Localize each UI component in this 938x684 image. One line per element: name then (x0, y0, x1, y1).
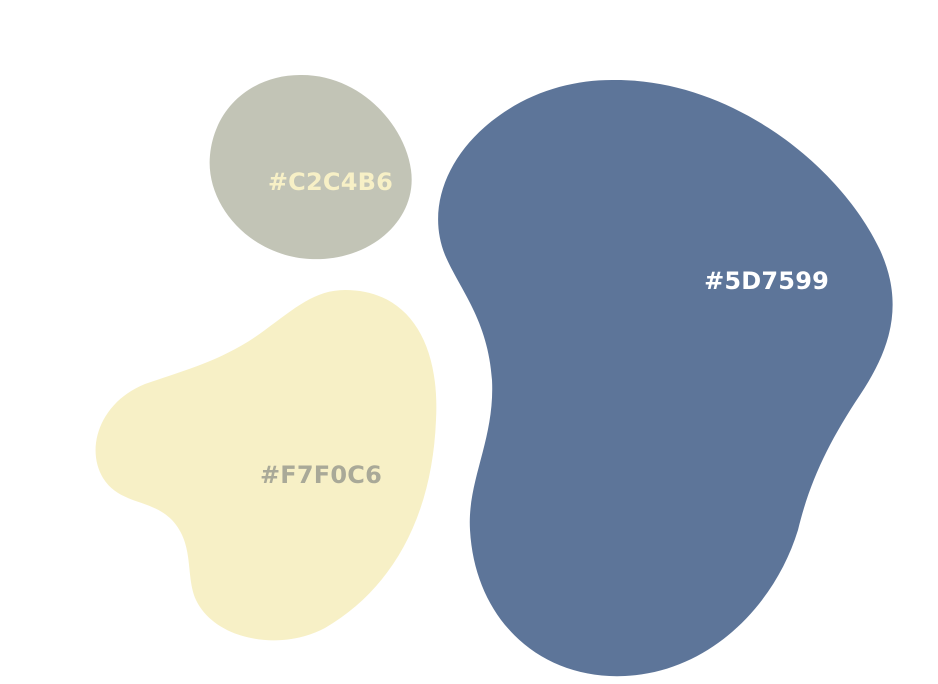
swatch-label-cream: #F7F0C6 (260, 461, 382, 489)
swatch-label-gray: #C2C4B6 (268, 168, 393, 196)
swatch-blob-cream (95, 290, 437, 641)
swatch-blob-blue (438, 79, 893, 677)
swatch-label-blue: #5D7599 (704, 267, 829, 295)
swatch-blob-gray (209, 74, 412, 260)
